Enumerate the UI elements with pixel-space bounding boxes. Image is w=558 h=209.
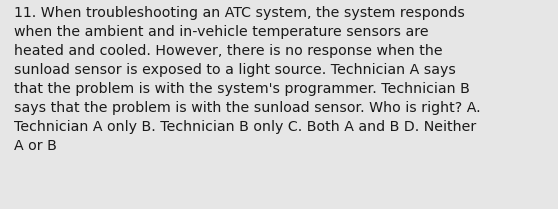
Text: 11. When troubleshooting an ATC system, the system responds
when the ambient and: 11. When troubleshooting an ATC system, …: [14, 6, 480, 153]
